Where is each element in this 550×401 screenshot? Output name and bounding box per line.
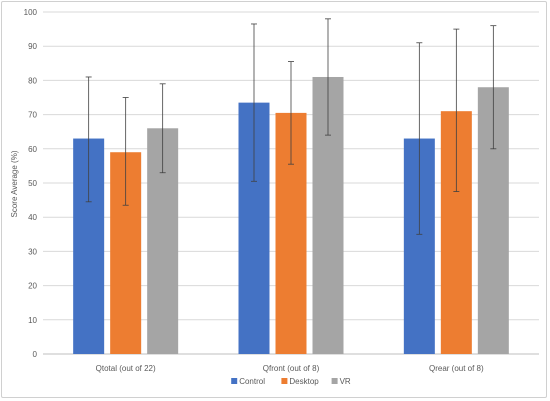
y-tick-label: 100 bbox=[24, 8, 38, 17]
bars bbox=[73, 76, 509, 355]
x-tick-label: Qrear (out of 8) bbox=[429, 364, 484, 373]
legend-swatch bbox=[231, 378, 238, 384]
legend: Control Desktop VR bbox=[231, 377, 351, 386]
legend-label: VR bbox=[340, 377, 351, 386]
y-tick-label: 0 bbox=[33, 350, 38, 359]
y-tick-label: 90 bbox=[28, 42, 37, 51]
y-tick-label: 60 bbox=[28, 145, 37, 154]
y-tick-label: 70 bbox=[28, 111, 37, 120]
legend-swatch bbox=[281, 378, 288, 384]
y-tick-labels: 0 10 20 30 40 50 60 70 80 90 100 bbox=[24, 8, 38, 359]
y-tick-label: 50 bbox=[28, 179, 37, 188]
error-bars bbox=[85, 18, 497, 235]
x-tick-labels: Qtotal (out of 22) Qfront (out of 8) Qrear… bbox=[96, 364, 484, 373]
legend-label: Desktop bbox=[289, 377, 319, 386]
legend-label: Control bbox=[239, 377, 265, 386]
y-tick-label: 30 bbox=[28, 247, 37, 256]
x-tick-label: Qtotal (out of 22) bbox=[96, 364, 156, 373]
x-tick-label: Qfront (out of 8) bbox=[263, 364, 320, 373]
y-axis-label: Score Average (%) bbox=[10, 150, 19, 217]
y-tick-label: 20 bbox=[28, 282, 37, 291]
legend-swatch bbox=[331, 378, 338, 384]
y-tick-label: 10 bbox=[28, 316, 37, 325]
y-tick-label: 80 bbox=[28, 76, 37, 85]
y-tick-label: 40 bbox=[28, 213, 37, 222]
